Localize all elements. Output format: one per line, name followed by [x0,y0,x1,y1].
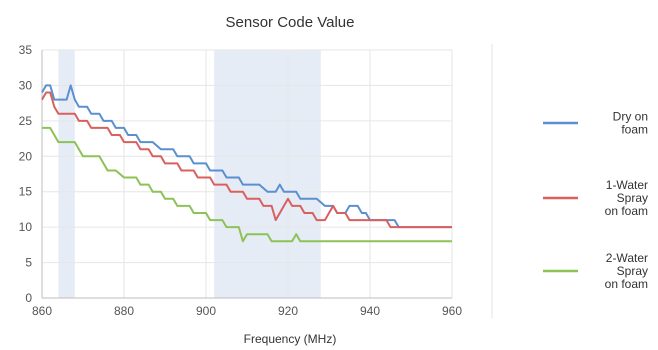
y-tick-label: 25 [19,114,33,128]
x-tick-label: 920 [278,304,298,318]
y-tick-label: 15 [19,185,33,199]
y-tick-labels: 0 5 10 15 20 25 30 35 [19,43,33,305]
x-tick-labels: 860 880 900 920 940 960 [32,304,462,318]
y-tick-label: 35 [19,43,33,57]
legend-item-1: Dry on foam [543,110,648,137]
legend-label: Dry on foam [613,110,648,137]
y-tick-label: 20 [19,149,33,163]
legend-label: 2-Water Spray on foam [605,251,648,291]
highlight-band-1 [58,50,75,298]
y-tick-label: 5 [25,256,32,270]
series-lines [41,84,452,243]
x-axis-label: Frequency (MHz) [244,332,337,346]
y-tick-label: 10 [19,220,33,234]
x-tick-label: 880 [114,304,134,318]
legend: Dry on foam 1-Water Spray on foam 2-Water Spra… [543,110,648,291]
x-tick-label: 940 [360,304,380,318]
x-tick-label: 960 [442,304,462,318]
series-line-3 [42,126,452,243]
legend-item-3: 2-Water Spray on foam [543,251,648,291]
chart-title: Sensor Code Value [226,14,355,31]
gridlines [42,49,453,298]
highlight-bands [58,50,321,298]
y-tick-label: 30 [19,78,33,92]
legend-item-2: 1-Water Spray on foam [543,178,648,218]
x-tick-label: 860 [32,304,52,318]
series-line-2 [41,91,452,229]
highlight-band-2 [214,50,321,298]
legend-label: 1-Water Spray on foam [605,178,648,218]
y-tick-label: 0 [25,291,32,305]
x-tick-label: 900 [196,304,216,318]
series-line-1 [41,84,452,229]
